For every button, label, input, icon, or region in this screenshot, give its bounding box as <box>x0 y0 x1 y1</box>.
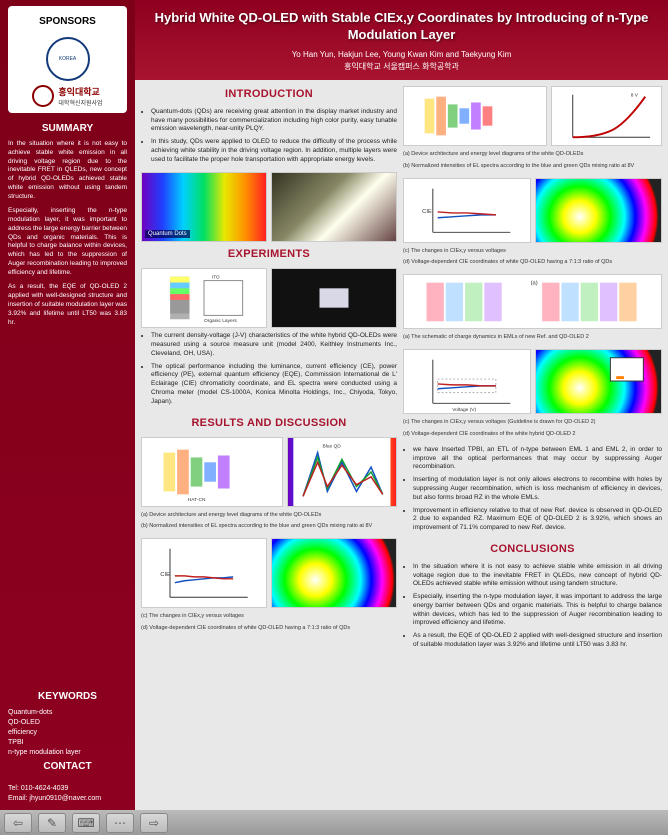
keyboard-button[interactable]: ⌨ <box>72 813 100 833</box>
intro-bullets: Quantum-dots (QDs) are receiving great a… <box>141 108 397 169</box>
r-cap-bot-c: (c) The changes in CIEx,y versus voltage… <box>403 419 662 426</box>
cie-diagram-fig <box>271 538 397 608</box>
left-column: INTRODUCTION Quantum-dots (QDs) are rece… <box>141 86 397 804</box>
res-cap-a: (a) Device architecture and energy level… <box>141 512 397 519</box>
qd-photo-1: Quantum Dots <box>141 172 267 242</box>
res-cap-d: (d) Voltage-dependent CIE coordinates of… <box>141 625 397 632</box>
cie-diagram-3 <box>535 349 663 414</box>
svg-text:Voltage (V): Voltage (V) <box>452 407 476 413</box>
conc-title: CONCLUSIONS <box>403 543 662 555</box>
svg-text:Blue QD: Blue QD <box>323 443 342 449</box>
svg-text:HAT-CN: HAT-CN <box>188 497 206 503</box>
exp-b2: The optical performance including the lu… <box>151 363 397 407</box>
svg-text:CIE: CIE <box>160 572 170 578</box>
el-spectra-fig: Blue QD <box>287 437 397 507</box>
intro-figs: Quantum Dots <box>141 172 397 242</box>
intro-b1: Quantum-dots (QDs) are receiving great a… <box>151 108 397 134</box>
cie-vs-v-fig: CIE <box>141 538 267 608</box>
intro-b2: In this study, QDs were applied to OLED … <box>151 138 397 164</box>
keywords-list: Quantum-dots QD-OLED efficiency TPBI n-t… <box>8 708 127 757</box>
authors: Yo Han Yun, Hakjun Lee, Young Kwan Kim a… <box>147 50 656 59</box>
exp-title: EXPERIMENTS <box>141 248 397 260</box>
poster-title: Hybrid White QD-OLED with Stable CIEx,y … <box>147 10 656 44</box>
r-cap-sch: (a) The schematic of charge dynamics in … <box>403 334 662 341</box>
sidebar: SPONSORS KOREA 홍익대학교 대학혁신지원사업 SUMMARY In… <box>0 0 135 810</box>
cie-vs-v-3: Voltage (V) <box>403 349 531 414</box>
poster: SPONSORS KOREA 홍익대학교 대학혁신지원사업 SUMMARY In… <box>0 0 668 810</box>
r-b2: Inserting of modulation layer is not onl… <box>413 476 662 502</box>
device-stack-fig: ITO Organic Layers <box>141 268 267 328</box>
jv-curve-fig: 8 V <box>551 86 662 146</box>
charge-dynamics-fig: (a) <box>403 274 662 329</box>
r-b3: Improvement in efficiency relative to th… <box>413 507 662 533</box>
keyword: QD-OLED <box>8 718 127 728</box>
conc-b2: Especially, inserting the n-type modulat… <box>413 593 662 628</box>
device-photo <box>271 268 397 328</box>
sponsor-sub: 대학혁신지원사업 <box>58 98 102 107</box>
qd-label: Quantum Dots <box>145 230 190 238</box>
svg-text:ITO: ITO <box>212 275 220 281</box>
res-figs-2: CIE <box>141 538 397 608</box>
sponsor-name: 홍익대학교 <box>58 85 102 98</box>
r-cap-c: (c) The changes in CIEx,y versus voltage… <box>403 248 662 255</box>
svg-text:Organic Layers: Organic Layers <box>204 319 237 325</box>
contact-tel: Tel: 010-4624-4039 <box>8 784 127 794</box>
affiliation: 홍익대학교 서울캠퍼스 화학공학과 <box>147 61 656 72</box>
content: INTRODUCTION Quantum-dots (QDs) are rece… <box>135 80 668 810</box>
summary-p3: As a result, the EQE of QD-OLED 2 applie… <box>8 283 127 327</box>
sponsor-logo-1: KOREA <box>46 37 90 81</box>
right-column: 8 V (a) Device architecture and energy l… <box>403 86 662 804</box>
cie-vs-v-2: CIE <box>403 178 531 243</box>
edit-button[interactable]: ✎ <box>38 813 66 833</box>
exp-b1: The current density-voltage (J-V) charac… <box>151 332 397 358</box>
hongik-seal-icon <box>32 85 54 107</box>
res-title: RESULTS AND DISCUSSION <box>141 417 397 429</box>
forward-button[interactable]: ⇨ <box>140 813 168 833</box>
res-figs-1: HAT-CN Blue QD <box>141 437 397 507</box>
bot-figs: Voltage (V) <box>403 349 662 414</box>
r-cap-b: (b) Normalized intensities of EL spectra… <box>403 163 662 170</box>
svg-text:(a): (a) <box>531 281 538 287</box>
conc-bullets: In the situation where it is not easy to… <box>403 563 662 654</box>
svg-text:8 V: 8 V <box>631 92 639 98</box>
keyword: n-type modulation layer <box>8 748 127 758</box>
mid-figs: CIE <box>403 178 662 243</box>
energy-diagram-2 <box>403 86 547 146</box>
r-cap-bot-d: (d) Voltage-dependent CIE coordinates of… <box>403 431 662 438</box>
res-cap-c: (c) The changes in CIEx,y versus voltage… <box>141 613 397 620</box>
back-button[interactable]: ⇦ <box>4 813 32 833</box>
sponsors-title: SPONSORS <box>39 16 96 27</box>
right-bullets: we have Inserted TPBI, an ETL of n-type … <box>403 446 662 537</box>
keyword: TPBI <box>8 738 127 748</box>
summary-p2: Especially, inserting the n-type modulat… <box>8 207 127 277</box>
qd-photo-2 <box>271 172 397 242</box>
keywords-title: KEYWORDS <box>8 691 127 702</box>
intro-title: INTRODUCTION <box>141 88 397 100</box>
r-cap-d: (d) Voltage-dependent CIE coordinates of… <box>403 259 662 266</box>
r-cap-a: (a) Device architecture and energy level… <box>403 151 662 158</box>
bottom-toolbar: ⇦ ✎ ⌨ ⋯ ⇨ <box>0 810 668 835</box>
r-b1: we have Inserted TPBI, an ETL of n-type … <box>413 446 662 472</box>
contact-block: Tel: 010-4624-4039 Email: jhyun0910@nave… <box>8 784 127 804</box>
titlebar: Hybrid White QD-OLED with Stable CIEx,y … <box>135 0 668 80</box>
summary-title: SUMMARY <box>8 123 127 134</box>
exp-figs: ITO Organic Layers <box>141 268 397 328</box>
top-figs: 8 V <box>403 86 662 146</box>
svg-text:CIE: CIE <box>422 208 432 214</box>
contact-email: Email: jhyun0910@naver.com <box>8 794 127 804</box>
sponsor-box: SPONSORS KOREA 홍익대학교 대학혁신지원사업 <box>8 6 127 113</box>
exp-bullets: The current density-voltage (J-V) charac… <box>141 332 397 410</box>
summary-p1: In the situation where it is not easy to… <box>8 140 127 201</box>
energy-diagram-fig: HAT-CN <box>141 437 283 507</box>
sponsor-logo-2: 홍익대학교 대학혁신지원사업 <box>32 85 102 107</box>
conc-b1: In the situation where it is not easy to… <box>413 563 662 589</box>
keyword: efficiency <box>8 728 127 738</box>
conc-b3: As a result, the EQE of QD-OLED 2 applie… <box>413 632 662 650</box>
res-cap-b: (b) Normalized intensities of EL spectra… <box>141 523 397 530</box>
keyword: Quantum-dots <box>8 708 127 718</box>
more-button[interactable]: ⋯ <box>106 813 134 833</box>
cie-diagram-2 <box>535 178 663 243</box>
main: Hybrid White QD-OLED with Stable CIEx,y … <box>135 0 668 810</box>
contact-title: CONTACT <box>8 761 127 772</box>
